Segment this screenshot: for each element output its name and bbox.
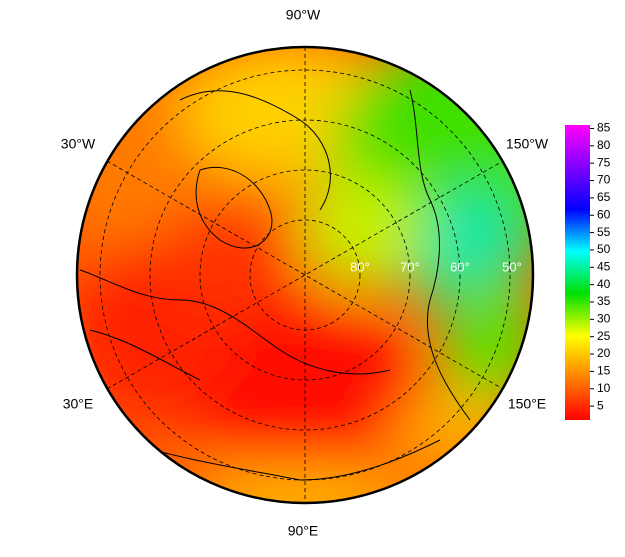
longitude-label: 150°W xyxy=(506,136,549,152)
colorbar-tick-label: 65 xyxy=(597,190,611,204)
latitude-label: 70° xyxy=(400,259,420,274)
colorbar-tick-label: 5 xyxy=(597,398,604,412)
coastlines xyxy=(79,89,471,481)
colorbar-tick-label: 55 xyxy=(597,225,611,239)
longitude-label: 30°W xyxy=(61,136,96,152)
colorbar-tick-label: 70 xyxy=(597,173,611,187)
colorbar-tick-label: 20 xyxy=(597,346,611,360)
longitude-label: 150°E xyxy=(508,396,546,412)
graticule xyxy=(99,47,511,503)
colorbar-tick-label: 80 xyxy=(597,138,611,152)
colorbar-tick-label: 10 xyxy=(597,381,611,395)
colorbar xyxy=(565,125,590,420)
latitude-label: 60° xyxy=(450,259,470,274)
latitude-label: 50° xyxy=(502,259,522,274)
colorbar-tick-label: 85 xyxy=(597,121,611,135)
colorbar-tick-label: 35 xyxy=(597,294,611,308)
colorbar-tick-label: 60 xyxy=(597,207,611,221)
colorbar-tick-label: 25 xyxy=(597,329,611,343)
longitude-label: 30°E xyxy=(63,396,94,412)
colorbar-tick-label: 50 xyxy=(597,242,611,256)
map-border xyxy=(75,45,535,505)
colorbar-tick-label: 30 xyxy=(597,312,611,326)
colorbar-tick-label: 15 xyxy=(597,364,611,378)
colorbar-tick-label: 75 xyxy=(597,155,611,169)
colorbar-tick-label: 40 xyxy=(597,277,611,291)
colorbar-tick-label: 45 xyxy=(597,259,611,273)
longitude-label: 90°E xyxy=(288,523,319,539)
field xyxy=(77,47,533,503)
longitude-label: 90°W xyxy=(286,7,321,23)
latitude-label: 80° xyxy=(350,259,370,274)
